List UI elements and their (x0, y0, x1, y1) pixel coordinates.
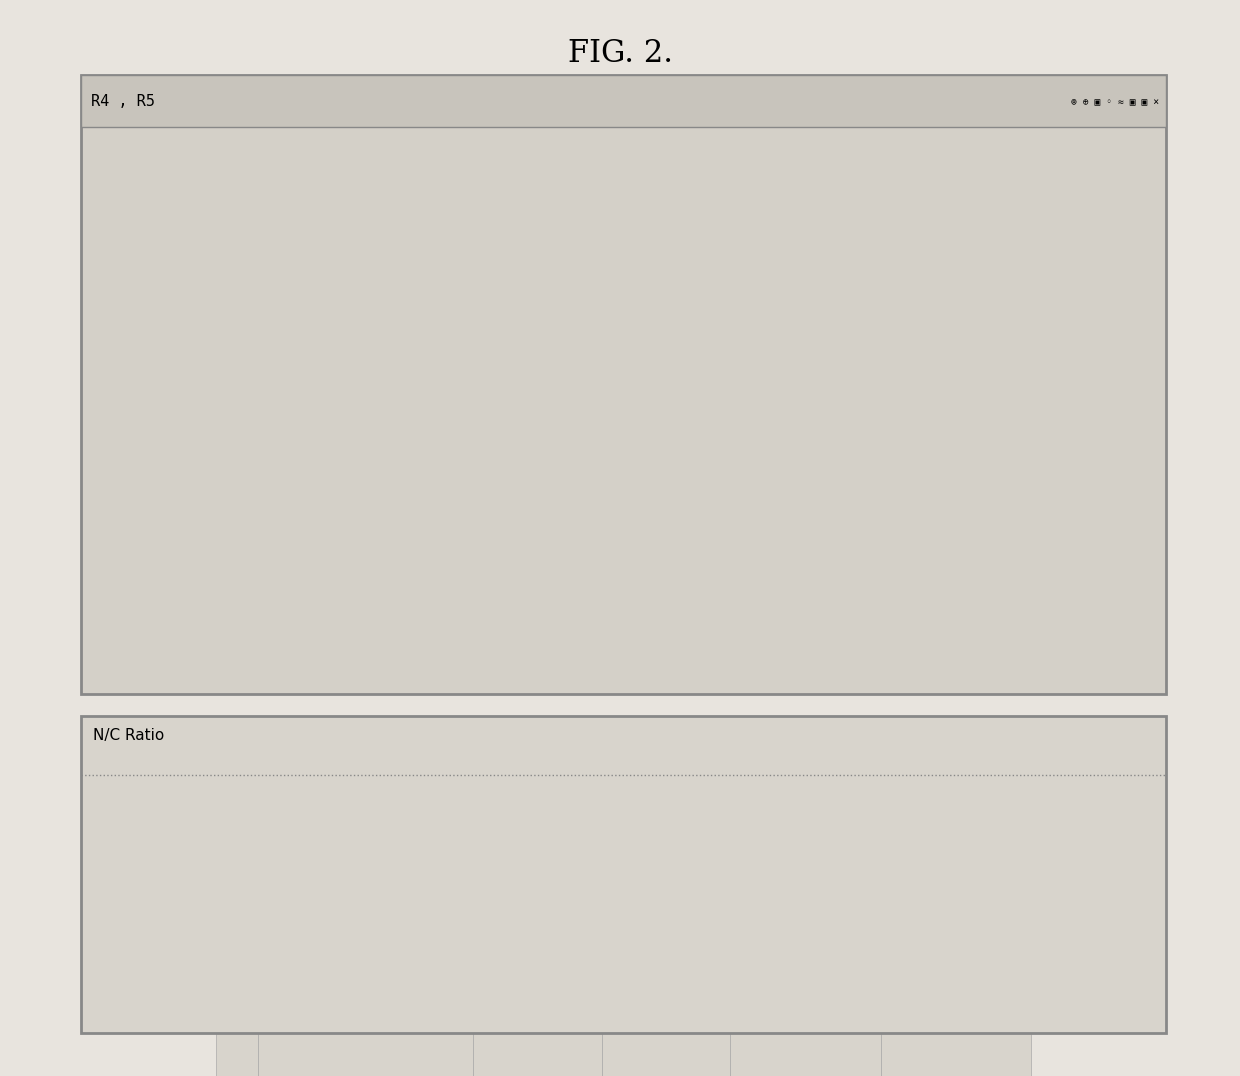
Bar (485, 467, 497, 592)
Bar (300, 193, 315, 592)
Text: N/C Ratio: N/C Ratio (93, 728, 164, 744)
Bar (552, 512, 564, 592)
Bar (568, 512, 582, 592)
Text: FIG. 2.: FIG. 2. (568, 38, 672, 69)
Bar (601, 538, 615, 592)
Bar (869, 565, 882, 592)
Bar (910, 565, 924, 592)
Bar (267, 193, 280, 592)
Bar (351, 193, 365, 592)
Bar (501, 467, 515, 592)
Bar (684, 538, 698, 592)
Bar (827, 565, 841, 592)
Bar (401, 450, 414, 592)
Bar (384, 423, 398, 592)
Bar (451, 335, 465, 592)
Bar (702, 512, 715, 592)
Bar (233, 193, 248, 592)
Bar (434, 316, 448, 592)
Bar (751, 565, 765, 592)
Bar (233, 193, 247, 592)
Bar (668, 538, 682, 592)
Bar (785, 538, 799, 592)
Text: R4 , R5: R4 , R5 (91, 94, 155, 109)
Bar (418, 450, 432, 592)
Bar (217, 193, 231, 592)
Text: ⊚ ⊕ ▣ ◦ ≈ ▣ ▣ ×: ⊚ ⊕ ▣ ◦ ≈ ▣ ▣ × (1071, 96, 1159, 107)
Bar (467, 423, 481, 592)
Y-axis label: Frequency: Frequency (139, 341, 154, 421)
Bar (534, 494, 548, 592)
Bar (994, 565, 1008, 592)
Bar (201, 193, 213, 592)
Bar (300, 193, 314, 592)
Bar (651, 538, 665, 592)
Bar (200, 193, 215, 592)
Bar (267, 193, 281, 592)
Bar (518, 494, 531, 592)
X-axis label: N/C Ratio: N/C Ratio (625, 617, 696, 632)
Bar (317, 193, 331, 592)
Bar (284, 193, 298, 592)
Bar (317, 193, 331, 592)
Bar (735, 565, 749, 592)
Bar (217, 193, 231, 592)
Bar (618, 538, 631, 592)
Bar (334, 193, 347, 592)
Bar (250, 193, 264, 592)
Bar (250, 193, 264, 592)
Bar (584, 512, 598, 592)
Bar (952, 565, 966, 592)
Bar (367, 406, 381, 592)
Bar (635, 538, 649, 592)
Bar (769, 565, 782, 592)
Bar (284, 193, 298, 592)
Bar (718, 538, 732, 592)
